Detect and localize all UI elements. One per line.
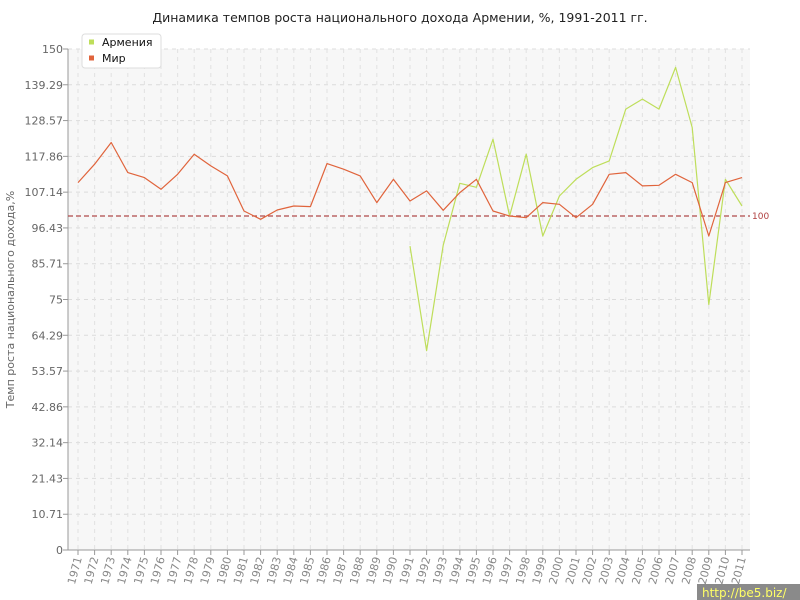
y-tick-label: 139.29 [25, 79, 64, 92]
y-tick-label: 117.86 [25, 150, 64, 163]
reference-line-label: 100 [752, 212, 769, 222]
legend: Армения Мир [81, 33, 162, 69]
reference-line: 100 [68, 212, 769, 222]
y-tick-label: 64.29 [32, 329, 64, 342]
watermark[interactable]: http://be5.biz/ [697, 584, 800, 600]
y-tick-label: 10.71 [32, 508, 64, 521]
series-line-world [77, 141, 743, 237]
y-tick-label: 75 [49, 294, 63, 307]
y-axis-label: Темп роста национального дохода,% [4, 191, 17, 409]
series-layer [77, 66, 743, 352]
y-tick-label: 107.14 [25, 186, 64, 199]
y-tick-label: 32.14 [32, 437, 64, 450]
y-tick-label: 0 [56, 544, 63, 557]
chart-title: Динамика темпов роста национального дохо… [152, 10, 647, 25]
y-tick-label: 21.43 [32, 472, 64, 485]
series-line-armenia [409, 66, 743, 352]
y-tick-label: 53.57 [32, 365, 64, 378]
y-tick-label: 42.86 [32, 401, 64, 414]
axes [67, 49, 750, 551]
y-tick-label: 128.57 [25, 115, 64, 128]
y-tick-label: 96.43 [32, 222, 64, 235]
y-tick-label: 150 [42, 43, 63, 56]
legend-label-world: Мир [102, 52, 126, 65]
y-tick-label: 85.71 [32, 258, 64, 271]
y-axis-ticks: 0 10.71 21.43 32.14 42.86 53.57 64.29 75 85.71 96… [25, 43, 68, 557]
legend-swatch-world [89, 55, 94, 61]
watermark-background [697, 584, 800, 600]
grid [68, 48, 750, 550]
legend-box [81, 33, 162, 69]
legend-label-armenia: Армения [102, 36, 153, 49]
watermark-link[interactable]: http://be5.biz/ [702, 586, 787, 600]
legend-swatch-armenia [89, 39, 94, 45]
